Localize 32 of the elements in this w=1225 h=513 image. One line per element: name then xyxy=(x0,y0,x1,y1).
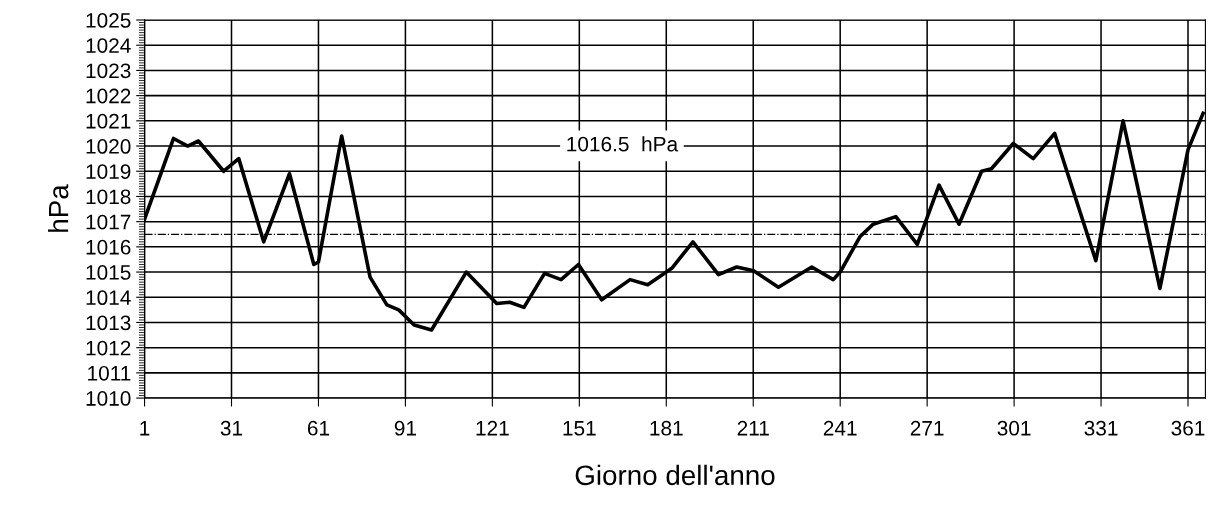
y-tick-label: 1010 xyxy=(86,391,131,406)
y-tick-label: 1024 xyxy=(86,38,131,53)
x-tick-label: 331 xyxy=(1084,420,1118,436)
x-tick-label: 121 xyxy=(476,420,509,436)
x-tick-label: 1 xyxy=(140,421,150,436)
y-tick-label: 1014 xyxy=(86,290,131,306)
y-tick-label: 1013 xyxy=(86,315,131,331)
y-tick-label: 1015 xyxy=(86,265,131,280)
x-tick-label: 361 xyxy=(1171,420,1205,436)
x-tick-label: 91 xyxy=(394,420,416,436)
x-tick-label: 301 xyxy=(997,420,1031,436)
y-tick-label: 1021 xyxy=(86,113,131,129)
y-tick-label: 1012 xyxy=(86,340,131,356)
y-tick-label: 1016 xyxy=(86,239,131,255)
ref-line-label: 1016.5 hPa xyxy=(567,136,679,152)
x-axis-title: Giorno dell'anno xyxy=(575,464,775,486)
y-tick-label: 1017 xyxy=(86,214,131,230)
y-tick-label: 1018 xyxy=(86,189,131,205)
y-tick-label: 1020 xyxy=(86,139,131,154)
y-tick-label: 1022 xyxy=(86,88,131,104)
x-tick-label: 151 xyxy=(563,421,596,436)
x-tick-label: 271 xyxy=(910,420,944,436)
x-tick-label: 211 xyxy=(737,420,769,436)
y-tick-label: 1019 xyxy=(86,164,131,179)
y-axis-title: hPa xyxy=(48,184,69,232)
x-tick-label: 241 xyxy=(823,420,857,436)
y-tick-label: 1023 xyxy=(86,63,131,79)
x-tick-label: 181 xyxy=(650,420,683,436)
y-tick-label: 1025 xyxy=(86,13,131,28)
x-tick-label: 61 xyxy=(307,420,330,436)
x-tick-label: 31 xyxy=(220,420,243,436)
y-tick-label: 1011 xyxy=(88,365,131,381)
